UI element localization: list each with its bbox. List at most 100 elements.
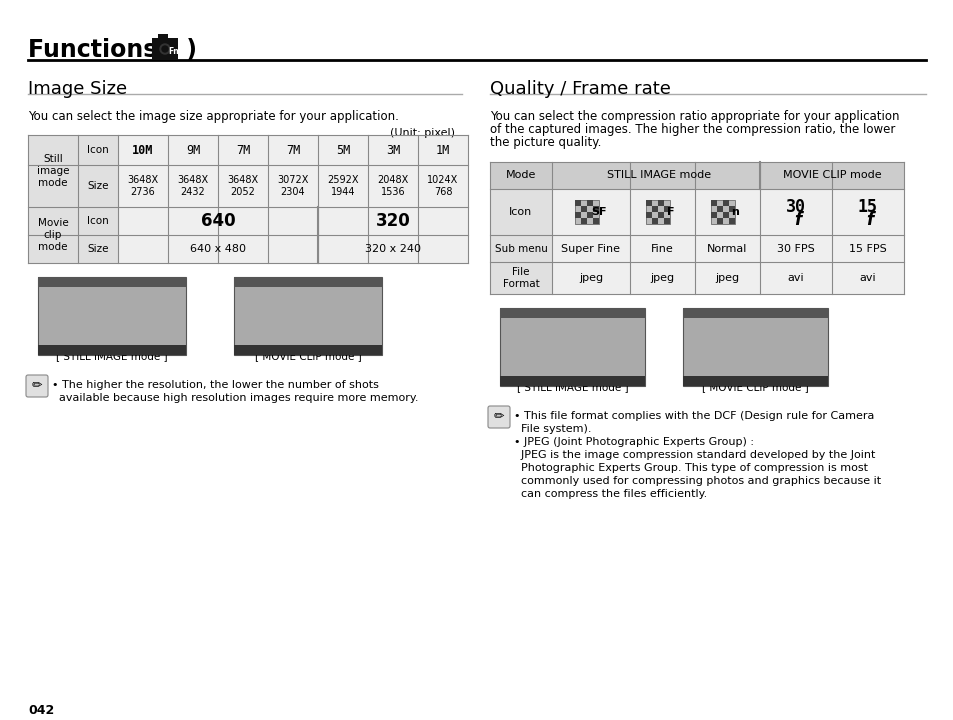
Bar xyxy=(233,345,381,355)
Text: Size: Size xyxy=(87,244,109,254)
Text: 320 x 240: 320 x 240 xyxy=(365,244,420,254)
Bar xyxy=(652,206,658,212)
Text: 640: 640 xyxy=(200,212,235,230)
Bar xyxy=(729,218,735,224)
Bar xyxy=(593,218,598,224)
Bar xyxy=(38,277,186,355)
Circle shape xyxy=(158,42,172,56)
Text: Functions (: Functions ( xyxy=(28,38,185,62)
Text: n: n xyxy=(731,207,739,217)
Bar xyxy=(664,206,670,212)
Bar xyxy=(499,376,644,386)
Bar xyxy=(233,277,381,355)
Text: f: f xyxy=(865,211,873,229)
FancyBboxPatch shape xyxy=(26,375,48,397)
Text: [ STILL IMAGE mode ]: [ STILL IMAGE mode ] xyxy=(56,351,168,361)
Text: [ MOVIE CLIP mode ]: [ MOVIE CLIP mode ] xyxy=(701,382,808,392)
Text: of the captured images. The higher the compression ratio, the lower: of the captured images. The higher the c… xyxy=(490,123,895,136)
Text: ): ) xyxy=(178,38,196,62)
Bar xyxy=(682,376,827,386)
Text: Icon: Icon xyxy=(509,207,532,217)
Text: available because high resolution images require more memory.: available because high resolution images… xyxy=(52,393,418,403)
FancyBboxPatch shape xyxy=(488,406,510,428)
Text: 2592X
1944: 2592X 1944 xyxy=(327,175,358,197)
Bar xyxy=(664,218,670,224)
Text: You can select the compression ratio appropriate for your application: You can select the compression ratio app… xyxy=(490,110,899,123)
Bar xyxy=(38,277,186,287)
Bar xyxy=(499,308,644,386)
Text: [ MOVIE CLIP mode ]: [ MOVIE CLIP mode ] xyxy=(254,351,361,361)
Bar xyxy=(652,218,658,224)
Bar xyxy=(118,207,468,263)
Text: jpeg: jpeg xyxy=(650,273,674,283)
Text: 7M: 7M xyxy=(286,143,300,156)
Bar xyxy=(646,200,652,206)
Text: MOVIE CLIP mode: MOVIE CLIP mode xyxy=(781,171,881,181)
Bar xyxy=(682,308,827,318)
Bar xyxy=(586,212,593,218)
Text: • JPEG (Joint Photographic Experts Group) :: • JPEG (Joint Photographic Experts Group… xyxy=(514,437,753,447)
Bar xyxy=(233,277,381,287)
Bar xyxy=(646,212,652,218)
Bar xyxy=(152,38,178,60)
Text: JPEG is the image compression standard developed by the Joint: JPEG is the image compression standard d… xyxy=(514,450,875,460)
Text: Fine: Fine xyxy=(651,243,673,253)
Bar xyxy=(575,200,598,224)
Text: 1024X
768: 1024X 768 xyxy=(427,175,458,197)
Bar xyxy=(575,200,580,206)
Text: (Unit: pixel): (Unit: pixel) xyxy=(390,128,455,138)
Text: 320: 320 xyxy=(375,212,410,230)
Text: 30 FPS: 30 FPS xyxy=(777,243,814,253)
Text: SF: SF xyxy=(591,207,606,217)
Text: Super Fine: Super Fine xyxy=(561,243,619,253)
Text: 640 x 480: 640 x 480 xyxy=(190,244,246,254)
Bar xyxy=(490,162,903,189)
Bar xyxy=(658,200,664,206)
Bar xyxy=(38,345,186,355)
Text: • The higher the resolution, the lower the number of shots: • The higher the resolution, the lower t… xyxy=(52,380,378,390)
Bar xyxy=(580,218,586,224)
Text: You can select the image size appropriate for your application.: You can select the image size appropriat… xyxy=(28,110,398,123)
Bar xyxy=(658,212,664,218)
Text: Icon: Icon xyxy=(87,145,109,155)
Text: File
Format: File Format xyxy=(502,267,538,289)
Text: Size: Size xyxy=(87,181,109,191)
Text: Normal: Normal xyxy=(706,243,747,253)
Text: 2048X
1536: 2048X 1536 xyxy=(377,175,408,197)
Text: 3M: 3M xyxy=(385,143,399,156)
Text: Fn: Fn xyxy=(168,48,178,56)
Text: 042: 042 xyxy=(28,703,54,716)
Bar xyxy=(118,135,468,207)
Text: Image Size: Image Size xyxy=(28,80,127,98)
Text: avi: avi xyxy=(787,273,803,283)
Bar xyxy=(717,218,722,224)
Bar xyxy=(575,212,580,218)
Bar xyxy=(490,162,903,294)
Text: 1M: 1M xyxy=(436,143,450,156)
Text: commonly used for compressing photos and graphics because it: commonly used for compressing photos and… xyxy=(514,476,881,486)
Text: Movie
clip
mode: Movie clip mode xyxy=(37,217,69,253)
Bar xyxy=(580,206,586,212)
Bar xyxy=(552,189,903,294)
Text: can compress the files efficiently.: can compress the files efficiently. xyxy=(514,489,706,499)
Bar xyxy=(586,200,593,206)
Circle shape xyxy=(162,46,168,52)
Text: 15 FPS: 15 FPS xyxy=(848,243,886,253)
Text: STILL IMAGE mode: STILL IMAGE mode xyxy=(606,171,711,181)
Text: jpeg: jpeg xyxy=(715,273,739,283)
Text: [ STILL IMAGE mode ]: [ STILL IMAGE mode ] xyxy=(517,382,628,392)
Text: 7M: 7M xyxy=(235,143,250,156)
Text: Icon: Icon xyxy=(87,216,109,226)
Text: • This file format complies with the DCF (Design rule for Camera: • This file format complies with the DCF… xyxy=(514,411,874,421)
Bar xyxy=(711,212,717,218)
Bar xyxy=(729,206,735,212)
Text: 3648X
2736: 3648X 2736 xyxy=(128,175,158,197)
Text: Quality / Frame rate: Quality / Frame rate xyxy=(490,80,670,98)
Bar xyxy=(682,308,827,386)
Text: ✏: ✏ xyxy=(31,379,42,392)
Text: 15: 15 xyxy=(857,198,877,216)
Text: the picture quality.: the picture quality. xyxy=(490,136,600,149)
Bar xyxy=(158,34,168,39)
Text: 3648X
2432: 3648X 2432 xyxy=(177,175,209,197)
Text: 10M: 10M xyxy=(132,143,153,156)
